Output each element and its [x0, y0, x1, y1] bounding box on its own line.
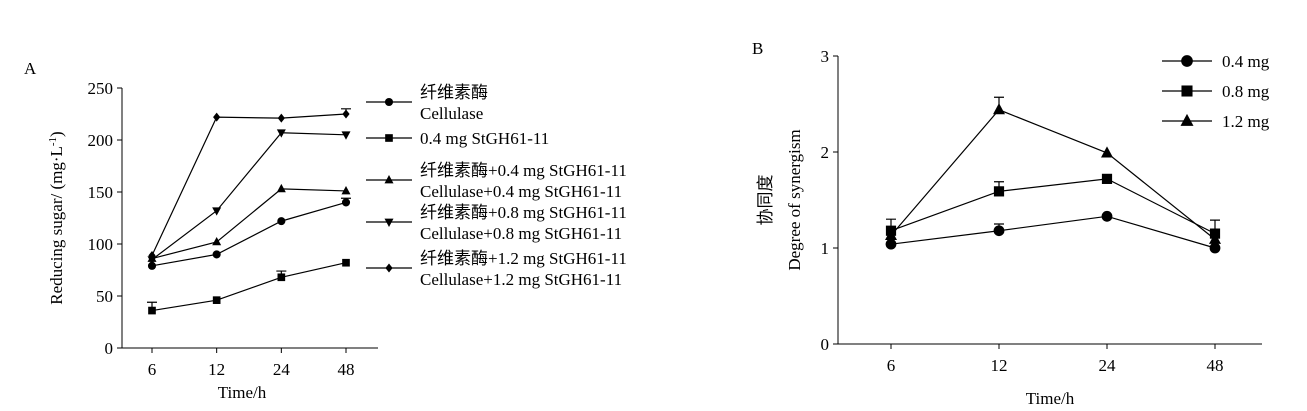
y-tick-label: 150: [88, 183, 114, 202]
data-point: [1209, 242, 1221, 254]
panel-a-data-marks: [147, 108, 351, 315]
y-tick-label: 100: [88, 235, 114, 254]
panel-b-legend: 0.4 mg 0.8 mg 1.2 mg: [1162, 52, 1270, 131]
panel-b-data-marks: [885, 96, 1221, 254]
legend-label: 0.4 mg StGH61-11: [420, 129, 549, 148]
data-point: [212, 207, 222, 216]
legend-marker: [1180, 113, 1194, 126]
legend-marker: [385, 134, 393, 142]
data-point: [342, 258, 350, 267]
legend-label: Cellulase+0.8 mg StGH61-11: [420, 224, 622, 243]
panel-a-label: A: [24, 59, 37, 78]
y-tick-label: 3: [821, 47, 830, 66]
x-tick-label: 48: [338, 360, 355, 379]
legend-marker: [384, 218, 394, 227]
y-tick-label: 0: [821, 335, 830, 354]
panel-b-y-axis-label: Degree of synergism: [785, 129, 804, 270]
legend-label: 纤维素酶+0.4 mg StGH61-11: [420, 161, 627, 180]
data-point: [1209, 232, 1221, 244]
data-point: [1101, 210, 1113, 222]
data-point: [148, 250, 156, 260]
data-point: [277, 113, 285, 123]
panel-b-axes: [833, 55, 1262, 349]
x-tick-label: 48: [1207, 356, 1224, 375]
data-point: [885, 228, 897, 241]
data-point: [148, 306, 156, 315]
series-line-2: [151, 262, 347, 312]
panel-a-x-axis-label: Time/h: [218, 383, 267, 402]
y-tick-label: 2: [821, 143, 830, 162]
x-tick-label: 24: [1099, 356, 1117, 375]
panel-b-y-axis-label-cn: 协同度: [756, 175, 775, 226]
data-point: [993, 103, 1005, 115]
data-point: [885, 238, 897, 250]
legend-label: Cellulase: [420, 104, 483, 123]
data-point: [147, 256, 157, 265]
data-point: [342, 109, 350, 119]
series-line-3: [890, 109, 1216, 240]
data-point: [341, 186, 351, 195]
data-point: [147, 261, 157, 270]
legend-marker: [384, 175, 394, 184]
legend-label: 纤维素酶+1.2 mg StGH61-11: [420, 249, 627, 268]
legend-label: Cellulase+1.2 mg StGH61-11: [420, 270, 622, 289]
x-tick-label: 6: [887, 356, 896, 375]
legend-marker: [385, 263, 393, 273]
legend-label: 纤维素酶+0.8 mg StGH61-11: [420, 203, 627, 222]
legend-label: Cellulase+0.4 mg StGH61-11: [420, 182, 622, 201]
panel-b-x-axis-label: Time/h: [1026, 389, 1075, 408]
series-line-4: [151, 132, 347, 261]
data-point: [213, 112, 221, 122]
y-tick-label: 0: [105, 339, 114, 358]
data-point: [1101, 146, 1113, 158]
panel-a-legend: 纤维素酶 Cellulase 0.4 mg StGH61-11 纤维素酶+0.4 mg…: [366, 83, 627, 289]
panel-a-axes: [117, 87, 378, 353]
legend-marker: [1181, 55, 1193, 67]
y-tick-label: 50: [96, 287, 113, 306]
panel-a-tick-labels: 0 50 100 150 200 250 6 12 24 48: [88, 79, 355, 379]
series-line-3: [151, 188, 347, 260]
data-point: [212, 296, 221, 304]
data-point: [993, 225, 1005, 237]
series-line-1: [890, 215, 1216, 249]
panel-a-y-axis-label: Reducing sugar/ (mg·L-1): [47, 131, 66, 304]
legend-label: 0.8 mg: [1222, 82, 1270, 101]
legend-marker: [1181, 85, 1193, 97]
data-point: [212, 236, 222, 246]
data-point: [276, 129, 286, 138]
x-tick-label: 6: [148, 360, 157, 379]
legend-label: 纤维素酶: [420, 83, 488, 102]
y-tick-label: 250: [88, 79, 114, 98]
series-line-1: [151, 201, 347, 267]
y-tick-label: 1: [821, 239, 830, 258]
data-point: [276, 183, 286, 193]
legend-label: 1.2 mg: [1222, 112, 1270, 131]
series-line-2: [890, 178, 1216, 235]
y-tick-label: 200: [88, 131, 114, 150]
x-tick-label: 24: [273, 360, 291, 379]
panel-a-chart: A 0 50 100 150 200 250 6 12 24 48 Time/h Reducing…: [24, 59, 627, 402]
panel-b-label: B: [752, 39, 763, 58]
data-point: [993, 186, 1005, 197]
data-point: [1101, 173, 1113, 184]
data-point: [277, 217, 286, 226]
x-tick-label: 12: [991, 356, 1008, 375]
legend-marker: [384, 97, 394, 107]
data-point: [341, 198, 351, 207]
data-point: [341, 131, 351, 140]
data-point: [212, 250, 221, 259]
data-point: [277, 273, 286, 282]
legend-label: 0.4 mg: [1222, 52, 1270, 71]
x-tick-label: 12: [208, 360, 225, 379]
series-line-5: [151, 113, 347, 256]
